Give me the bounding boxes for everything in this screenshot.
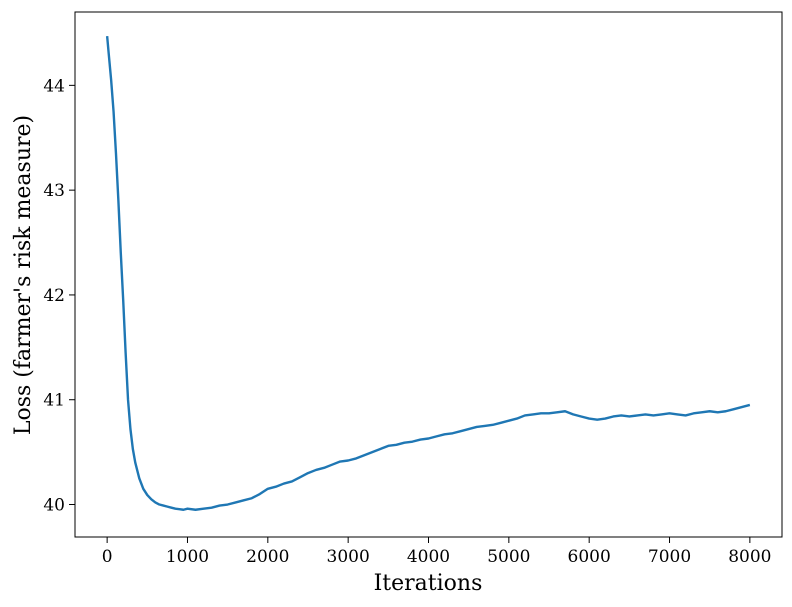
y-axis-label: Loss (farmer's risk measure): [11, 115, 36, 435]
x-tick-label: 1000: [166, 547, 209, 567]
series-line-layer: [105, 35, 751, 511]
x-tick-label: 2000: [246, 547, 289, 567]
x-tick-label: 0: [102, 547, 113, 567]
y-tick-label: 41: [43, 391, 65, 411]
y-tick-label: 42: [43, 286, 65, 306]
x-tick-label: 3000: [327, 547, 370, 567]
plot-frame: [74, 11, 783, 538]
plot-area: [75, 12, 782, 537]
y-tick-label: 44: [43, 76, 65, 96]
x-tick-label: 4000: [407, 547, 450, 567]
y-tick-label: 40: [43, 496, 65, 516]
y-tick-label: 43: [43, 181, 65, 201]
x-tick-label: 8000: [728, 547, 771, 567]
x-tick-label: 6000: [568, 547, 611, 567]
x-axis-label: Iterations: [374, 571, 483, 596]
series-line-0: [105, 35, 751, 511]
x-axis-ticks: 0 1000 2000 3000 4000 5000 6000 7000 8000: [102, 537, 771, 567]
y-axis-ticks: 40 41 42 43 44: [43, 76, 75, 516]
x-tick-label: 5000: [487, 547, 530, 567]
x-tick-label: 7000: [648, 547, 691, 567]
